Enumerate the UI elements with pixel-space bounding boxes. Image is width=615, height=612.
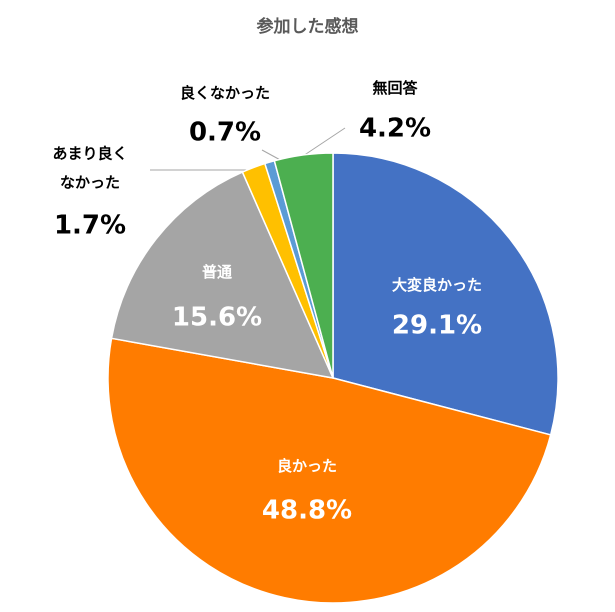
slice-label: あまり良く なかった: [52, 144, 128, 192]
slice-label: 良かった: [276, 456, 338, 475]
value-label: 1.7%: [53, 210, 127, 241]
slice-label: 普通: [201, 262, 233, 281]
chart-title: 参加した感想: [256, 17, 359, 37]
pie-slice: [332, 152, 559, 436]
slice-label: 良くなかった: [179, 83, 271, 102]
pie-slice: [110, 171, 335, 379]
value-label: 15.6%: [171, 302, 263, 333]
value-label: 29.1%: [391, 310, 483, 341]
slice-label: 無回答: [372, 78, 418, 97]
leader-line: [299, 127, 346, 159]
pie-slice: [273, 152, 334, 379]
slice-label: 大変良かった: [391, 275, 483, 294]
value-label: 48.8%: [261, 495, 353, 526]
value-label: 0.7%: [188, 117, 262, 148]
value-label: 4.2%: [358, 113, 432, 144]
pie-slice: [107, 337, 552, 604]
